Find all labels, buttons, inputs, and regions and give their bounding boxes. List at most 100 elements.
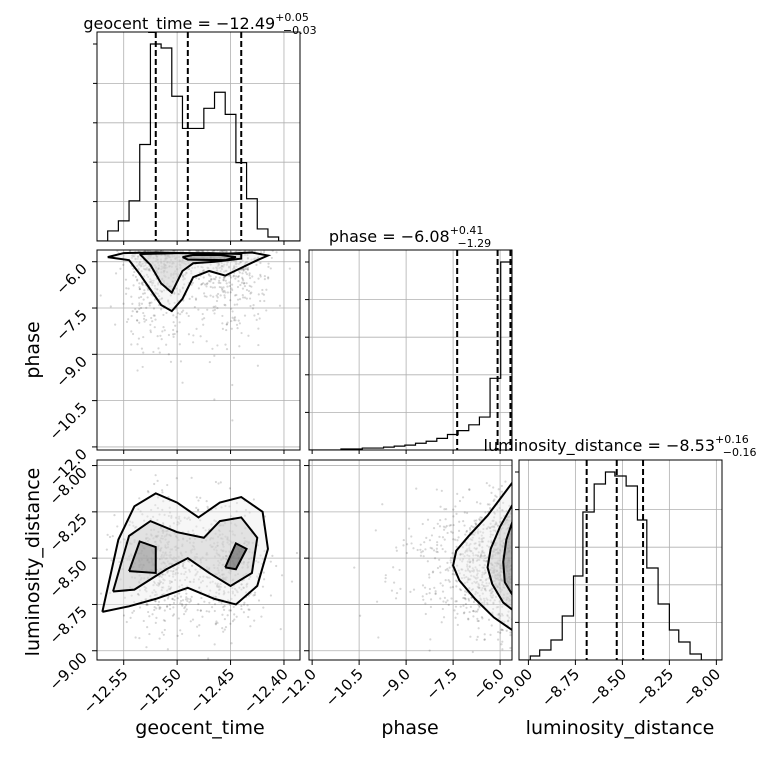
sample-point bbox=[160, 546, 163, 549]
sample-point bbox=[152, 580, 156, 583]
sample-point bbox=[202, 276, 205, 279]
sample-point bbox=[494, 523, 497, 526]
sample-point bbox=[137, 296, 141, 299]
sample-point bbox=[508, 573, 511, 576]
sample-point bbox=[162, 265, 166, 268]
sample-point bbox=[149, 329, 152, 332]
sample-point bbox=[185, 576, 188, 579]
sample-point bbox=[240, 331, 243, 335]
sample-point bbox=[136, 593, 140, 596]
sample-point bbox=[139, 578, 142, 581]
sample-point bbox=[173, 556, 176, 559]
sample-point bbox=[164, 546, 167, 549]
sample-point bbox=[164, 259, 167, 262]
sample-point bbox=[446, 567, 449, 570]
sample-point bbox=[505, 629, 508, 632]
sample-point bbox=[248, 274, 251, 277]
sample-point bbox=[252, 304, 255, 307]
sample-point bbox=[236, 303, 239, 306]
sample-point bbox=[212, 267, 215, 270]
sample-point bbox=[248, 272, 251, 275]
sample-point bbox=[499, 587, 502, 591]
sample-point bbox=[428, 573, 431, 576]
sample-point bbox=[177, 293, 180, 296]
sample-point bbox=[202, 250, 205, 253]
sample-point bbox=[218, 266, 221, 269]
sample-point bbox=[139, 261, 142, 264]
sample-point bbox=[269, 267, 272, 270]
sample-point bbox=[493, 599, 496, 602]
sample-point bbox=[472, 609, 475, 613]
sample-point bbox=[421, 550, 424, 553]
sample-point bbox=[225, 348, 229, 351]
sample-point bbox=[441, 590, 445, 593]
sample-point bbox=[210, 545, 213, 549]
sample-point bbox=[399, 587, 402, 590]
sample-point bbox=[466, 580, 469, 584]
sample-point bbox=[181, 274, 185, 277]
sample-point bbox=[142, 554, 146, 557]
sample-point bbox=[145, 537, 148, 540]
sample-point bbox=[498, 566, 502, 569]
sample-point bbox=[118, 560, 121, 564]
sample-point bbox=[480, 552, 483, 555]
sample-point bbox=[495, 495, 498, 499]
sample-point bbox=[133, 526, 137, 529]
sample-point bbox=[223, 586, 227, 589]
sample-point bbox=[468, 569, 471, 573]
sample-point bbox=[250, 285, 253, 288]
sample-point bbox=[171, 255, 174, 258]
sample-point bbox=[495, 606, 498, 609]
sample-point bbox=[226, 291, 229, 294]
sample-point bbox=[476, 591, 479, 595]
sample-point bbox=[253, 593, 257, 596]
sample-point bbox=[175, 568, 179, 571]
sample-point bbox=[507, 619, 510, 622]
sample-point bbox=[129, 616, 132, 619]
sample-point bbox=[200, 283, 203, 286]
sample-point bbox=[219, 524, 223, 527]
sample-point bbox=[508, 515, 511, 518]
sample-point bbox=[181, 565, 185, 568]
sample-point bbox=[500, 565, 504, 568]
sample-point bbox=[223, 296, 227, 299]
sample-point bbox=[392, 581, 396, 584]
sample-point bbox=[122, 538, 125, 541]
sample-point bbox=[468, 547, 471, 550]
sample-point bbox=[199, 609, 202, 612]
sample-point bbox=[477, 532, 480, 535]
sample-point bbox=[137, 558, 141, 562]
sample-point bbox=[416, 548, 419, 552]
sample-point bbox=[220, 506, 223, 509]
sample-point bbox=[193, 555, 197, 559]
sample-point bbox=[462, 573, 466, 577]
sample-point bbox=[215, 266, 218, 269]
sample-point bbox=[176, 536, 179, 540]
sample-point bbox=[152, 279, 155, 282]
sample-point bbox=[140, 568, 144, 571]
sample-point bbox=[220, 558, 223, 561]
sample-point bbox=[507, 523, 510, 526]
sample-point bbox=[163, 562, 167, 565]
sample-point bbox=[229, 540, 233, 543]
sample-point bbox=[138, 260, 141, 264]
sample-point bbox=[466, 578, 470, 581]
sample-point bbox=[184, 273, 187, 276]
sample-point bbox=[481, 571, 484, 574]
sample-point bbox=[495, 584, 498, 587]
sample-point bbox=[442, 600, 445, 603]
sample-point bbox=[508, 597, 511, 601]
sample-point bbox=[407, 527, 411, 530]
sample-point bbox=[493, 498, 496, 501]
sample-point bbox=[463, 511, 466, 514]
sample-point bbox=[226, 555, 229, 558]
sample-point bbox=[158, 583, 161, 586]
sample-point bbox=[185, 608, 188, 611]
sample-point bbox=[241, 566, 244, 569]
sample-point bbox=[460, 576, 464, 580]
sample-point bbox=[149, 256, 152, 259]
sample-point bbox=[140, 552, 143, 555]
sample-point bbox=[157, 267, 160, 270]
sample-point bbox=[203, 600, 206, 603]
sample-point bbox=[208, 610, 211, 613]
